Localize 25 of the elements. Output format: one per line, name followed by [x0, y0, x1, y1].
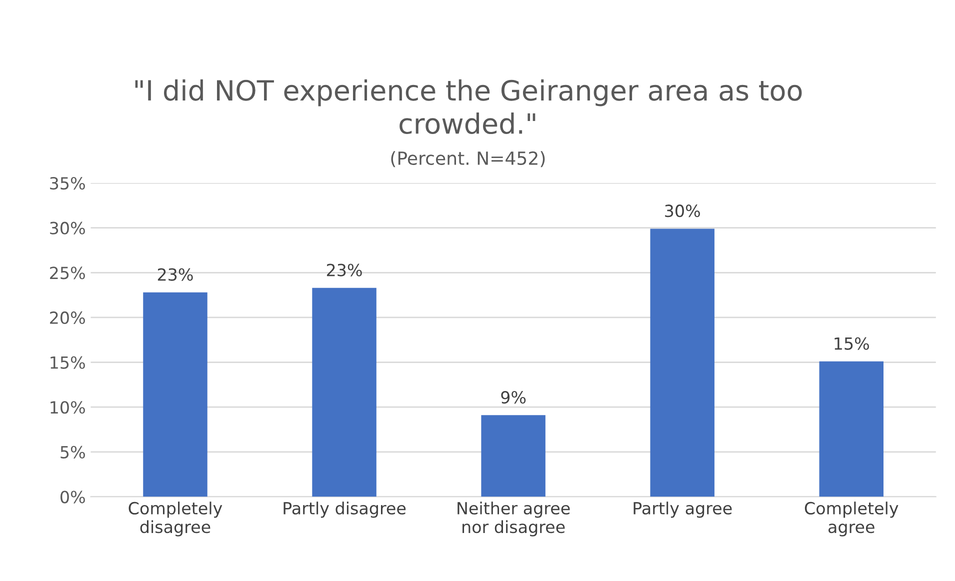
- y-tick-label: 0%: [60, 490, 85, 504]
- bar: [312, 288, 376, 497]
- chart-title: "I did NOT experience the Geiranger area as too crowded.": [135, 79, 802, 134]
- data-label: 15%: [834, 337, 869, 350]
- bar: [650, 228, 714, 497]
- x-tick-label: Completely agree: [804, 502, 898, 536]
- bar: [481, 415, 546, 497]
- bar: [143, 292, 208, 497]
- data-label: 9%: [501, 391, 526, 404]
- data-label: 23%: [326, 264, 362, 276]
- bar: [819, 361, 884, 497]
- y-tick-label: 10%: [50, 401, 85, 414]
- y-tick-label: 5%: [60, 446, 85, 459]
- data-label: 30%: [665, 204, 700, 218]
- y-tick-label: 15%: [50, 356, 85, 369]
- chart-subtitle: (Percent. N=452): [391, 151, 545, 168]
- x-tick-label: Neither agree nor disagree: [458, 502, 570, 536]
- x-tick-label: Partly disagree: [284, 502, 406, 518]
- y-tick-label: 30%: [50, 222, 85, 234]
- y-tick-label: 25%: [50, 266, 85, 280]
- x-tick-label: Partly agree: [634, 502, 732, 518]
- y-tick-label: 35%: [50, 176, 85, 190]
- x-tick-label: Completely disagree: [128, 502, 222, 536]
- y-tick-label: 20%: [50, 311, 85, 324]
- data-label: 23%: [158, 268, 193, 281]
